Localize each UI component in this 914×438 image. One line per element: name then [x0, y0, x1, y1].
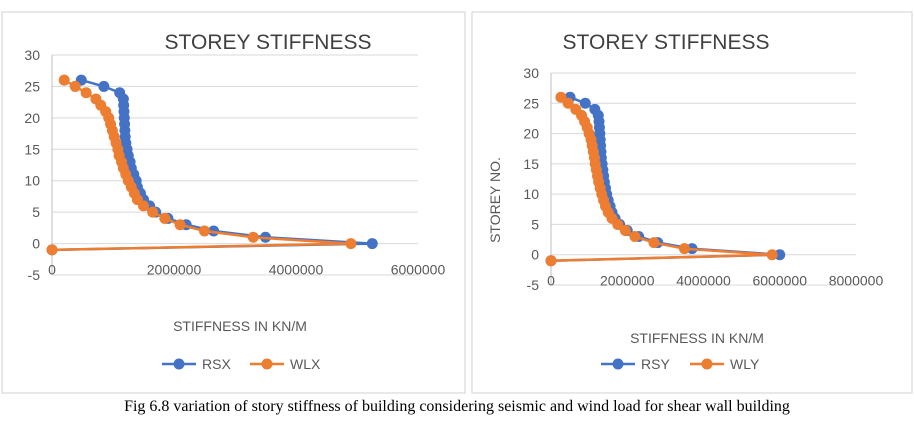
chart-2-y-axis-label: STOREY NO. [487, 157, 503, 243]
y-tick-label: -5 [28, 267, 41, 283]
x-tick-label: 6000000 [391, 262, 446, 278]
chart-2-frame [471, 11, 913, 394]
legend-marker-rsx [173, 358, 185, 370]
data-point-wlx [90, 93, 102, 105]
data-point-wlx [159, 212, 171, 224]
legend-marker-rsy [612, 358, 624, 370]
y-tick-label: 5 [32, 204, 40, 220]
y-tick-label: 10 [24, 173, 40, 189]
chart-1-frame [1, 11, 466, 394]
y-tick-label: 20 [523, 126, 539, 142]
data-point-rsy [774, 249, 786, 261]
data-point-wlx [80, 87, 92, 99]
legend-label-wlx: WLX [290, 356, 321, 372]
data-point-wlx [247, 231, 259, 243]
chart-plots: -5 0 5 10 15 20 25 30 0 2000000 4000000 6000000 RSX W… [24, 47, 883, 372]
y-tick-label: 15 [24, 141, 40, 157]
data-point-rsy [589, 103, 601, 115]
y-tick-label: 15 [523, 156, 539, 172]
y-tick-label: -5 [527, 277, 540, 293]
data-point-wlx [58, 74, 70, 86]
legend-label-rsy: RSY [641, 356, 670, 372]
data-point-wlx [199, 225, 210, 237]
x-tick-label: 6000000 [752, 273, 807, 289]
chart-2: -5 0 5 10 15 20 25 30 0 2000000 4000000 6000000 8000… [523, 65, 883, 372]
x-tick-label: 8000000 [829, 273, 884, 289]
y-tick-label: 0 [32, 236, 40, 252]
data-point-wly [766, 249, 778, 261]
chart-1-title: STOREY STIFFNESS [165, 31, 372, 54]
y-tick-label: 5 [531, 216, 539, 232]
data-point-wly [629, 231, 641, 243]
data-point-wly [545, 255, 557, 267]
chart-1: -5 0 5 10 15 20 25 30 0 2000000 4000000 6000000 RSX W… [24, 47, 445, 372]
data-point-wlx [174, 219, 186, 231]
y-tick-label: 25 [24, 78, 40, 94]
data-point-wlx [345, 238, 357, 250]
legend-label-wly: WLY [730, 356, 760, 372]
data-point-wly [570, 103, 582, 115]
legend-label-rsx: RSX [202, 356, 231, 372]
y-tick-label: 30 [24, 47, 40, 63]
chart-1-x-axis-label: STIFFNESS IN KN/M [173, 318, 307, 334]
data-point-wly [555, 91, 567, 103]
x-tick-label: 4000000 [676, 273, 731, 289]
y-tick-label: 25 [523, 95, 539, 111]
data-point-rsx [98, 80, 110, 92]
x-tick-label: 0 [547, 273, 555, 289]
y-tick-label: 30 [523, 65, 539, 81]
data-point-wly [562, 97, 574, 109]
data-point-wly [648, 237, 660, 249]
data-point-wlx [147, 206, 159, 218]
data-point-rsx [114, 87, 126, 99]
y-tick-label: 20 [24, 110, 40, 126]
data-point-wly [619, 224, 631, 236]
chart-2-title: STOREY STIFFNESS [563, 31, 770, 54]
y-tick-label: 0 [531, 247, 539, 263]
legend-marker-wly [701, 358, 713, 370]
data-point-wlx [69, 80, 81, 92]
figure-caption: Fig 6.8 variation of story stiffness of … [124, 398, 790, 415]
y-tick-label: 10 [523, 186, 539, 202]
chart-2-x-axis-label: STIFFNESS IN KN/M [630, 330, 764, 346]
data-point-wly [678, 243, 690, 255]
legend-marker-wlx [261, 358, 273, 370]
x-tick-label: 2000000 [147, 262, 202, 278]
data-point-wlx [46, 244, 58, 256]
data-point-rsy [579, 97, 591, 109]
x-tick-label: 4000000 [269, 262, 324, 278]
x-tick-label: 2000000 [600, 273, 655, 289]
data-point-rsx [366, 238, 378, 250]
x-tick-label: 0 [48, 262, 56, 278]
